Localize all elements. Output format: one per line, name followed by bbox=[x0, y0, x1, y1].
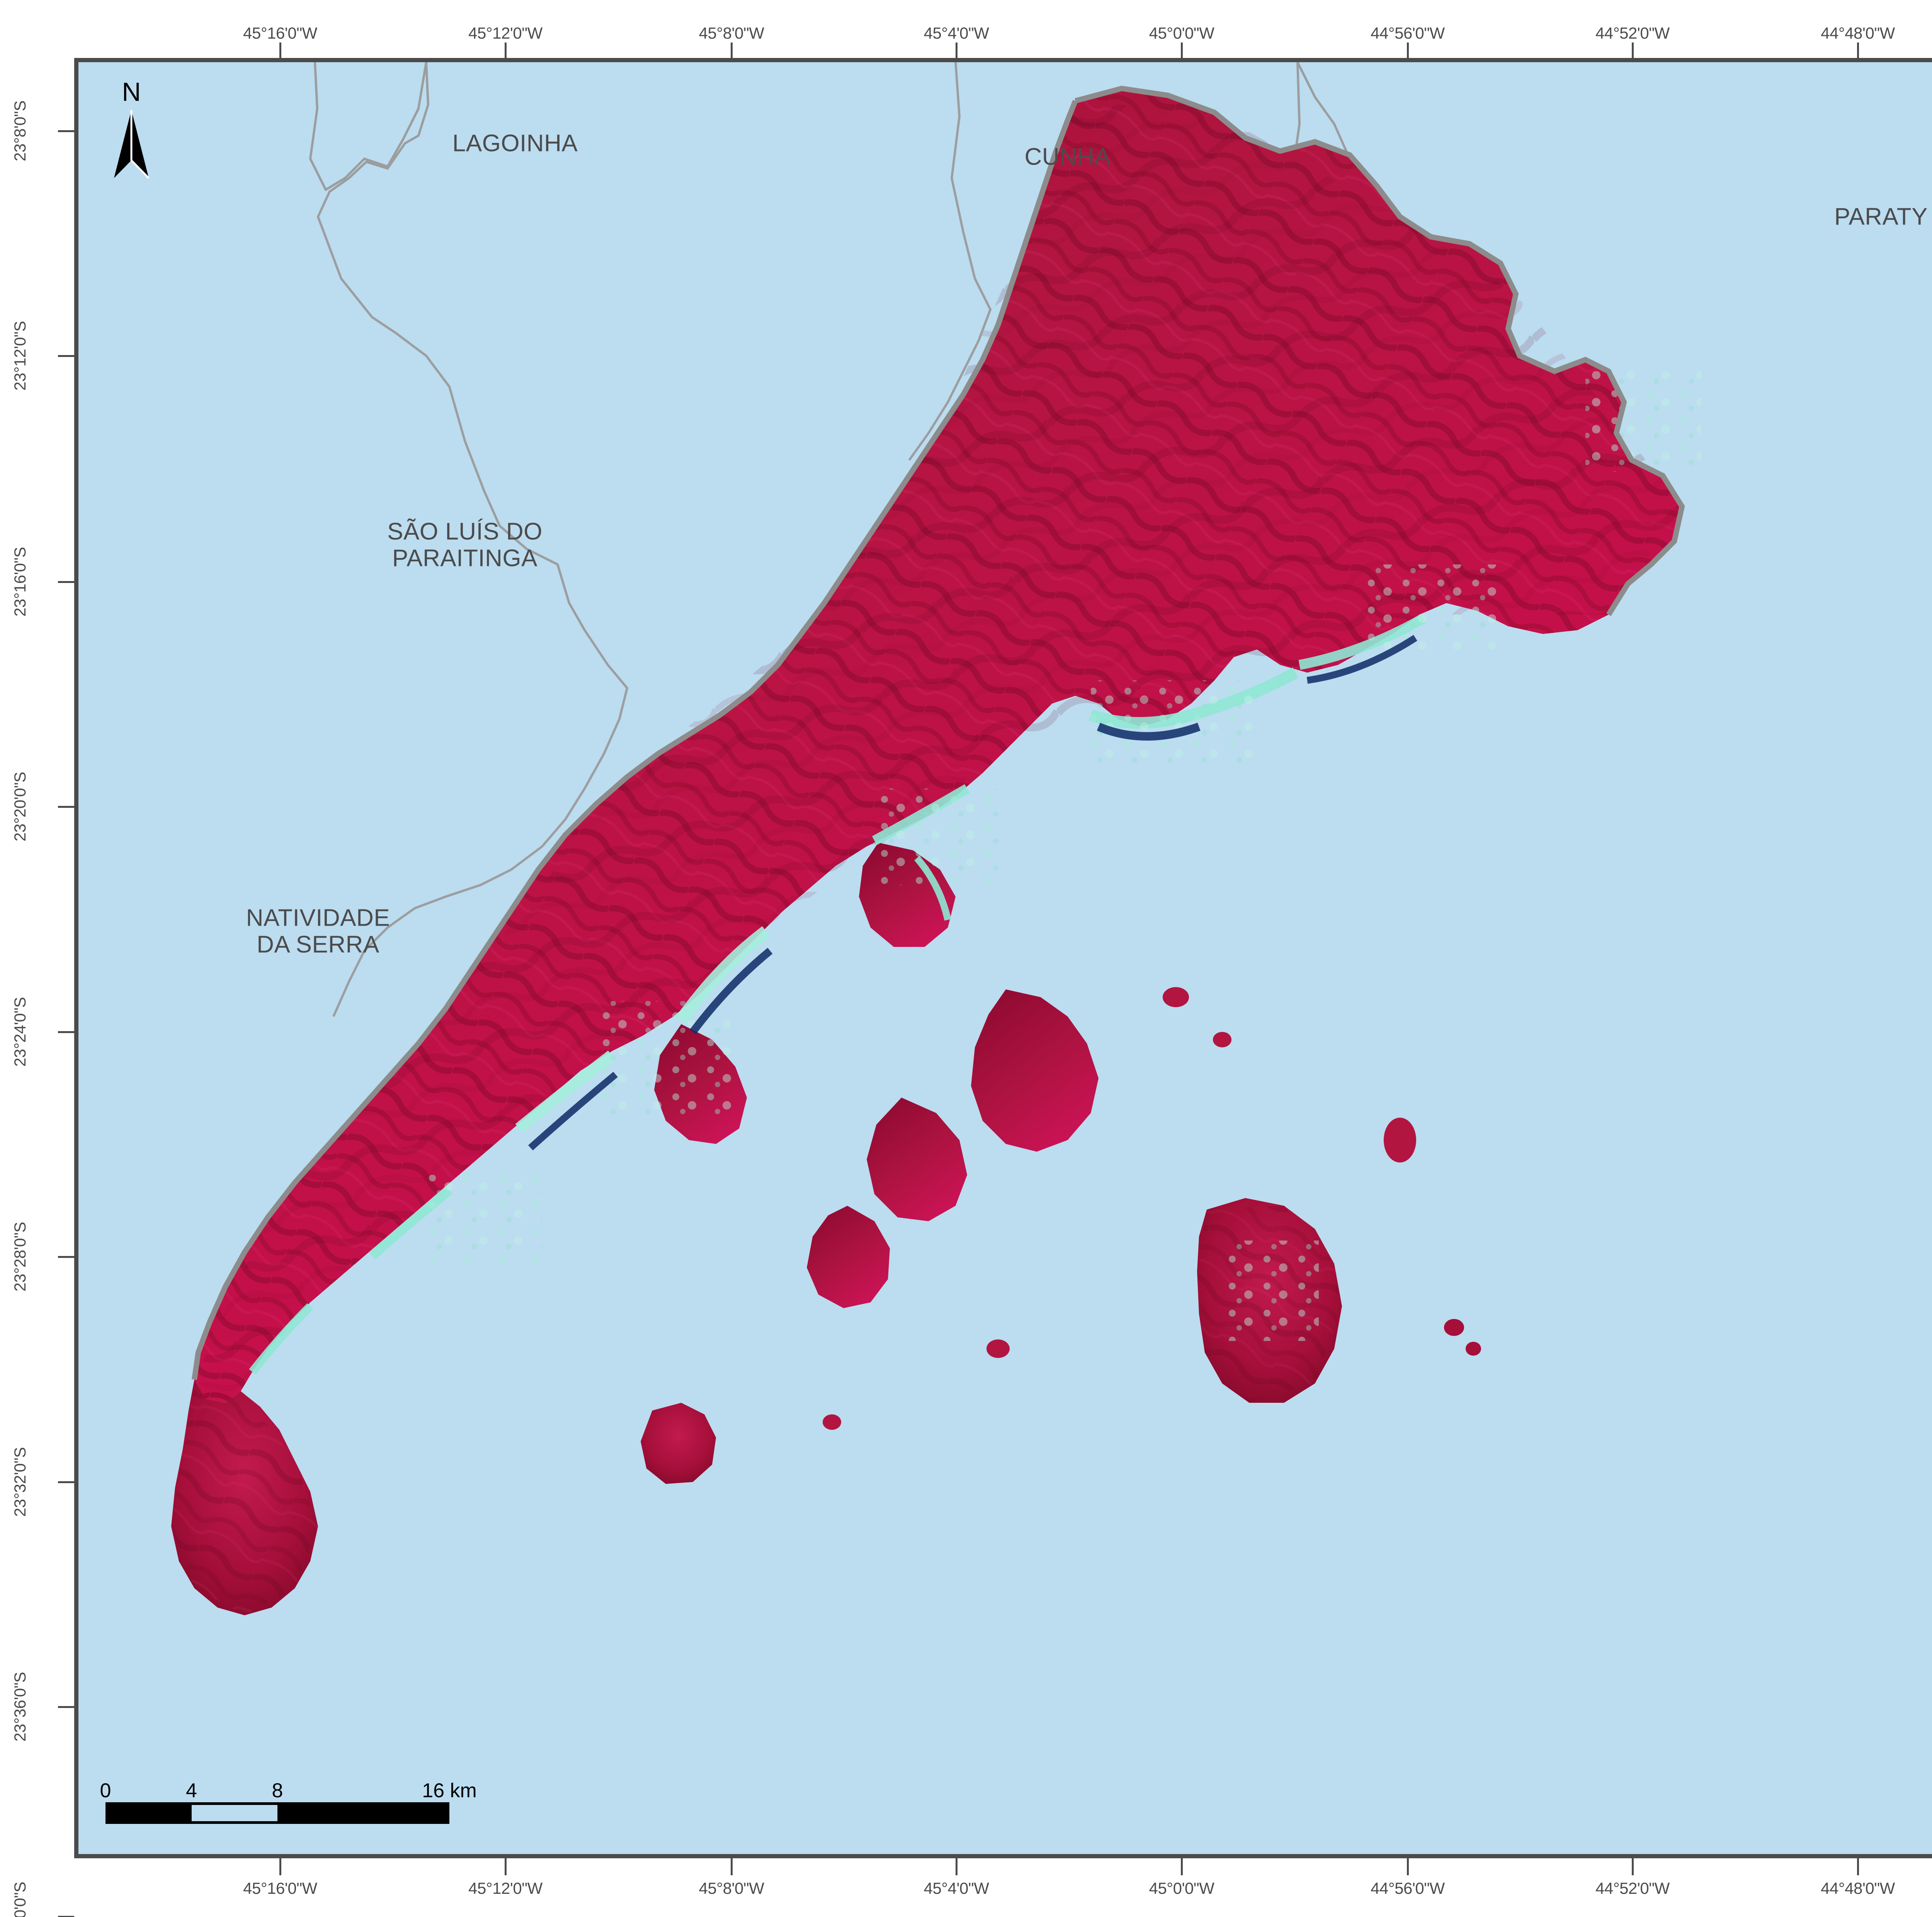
latitude-tick-left-6 bbox=[58, 1481, 74, 1483]
latitude-tick-left-2 bbox=[58, 581, 74, 583]
latitude-tick-left-0 bbox=[58, 130, 74, 132]
scale-bar-label-3: 16 km bbox=[422, 1779, 477, 1802]
latitude-label-2: 23°16'0"S bbox=[11, 547, 29, 617]
latitude-tick-left-5 bbox=[58, 1256, 74, 1258]
longitude-label-bottom-3: 45°4'0"W bbox=[923, 1879, 989, 1897]
longitude-tick-bottom-1 bbox=[505, 1858, 507, 1875]
latitude-tick-left-1 bbox=[58, 355, 74, 357]
longitude-tick-top-5 bbox=[1407, 42, 1409, 58]
main-map-frame[interactable]: LAGOINHA CUNHA PARATY SÃO LUÍS DO PARAITING… bbox=[74, 58, 1932, 1858]
longitude-label-top-7: 44°48'0"W bbox=[1821, 24, 1895, 42]
longitude-label-top-0: 45°16'0"W bbox=[243, 24, 317, 42]
latitude-label-8: 23°40'0"S bbox=[11, 1881, 29, 1917]
north-arrow-label: N bbox=[122, 77, 141, 107]
scale-bar-labels: 0 4 8 16 km bbox=[100, 1778, 477, 1802]
scale-bar-graphic bbox=[105, 1802, 449, 1824]
longitude-tick-top-6 bbox=[1632, 42, 1634, 58]
longitude-tick-top-3 bbox=[956, 42, 957, 58]
neighbour-label-4: NATIVIDADE DA SERRA bbox=[246, 904, 390, 958]
neighbour-label-2: PARATY bbox=[1834, 203, 1928, 230]
latitude-label-7: 23°36'0"S bbox=[11, 1672, 29, 1742]
longitude-tick-top-4 bbox=[1181, 42, 1183, 58]
longitude-tick-bottom-5 bbox=[1407, 1858, 1409, 1875]
longitude-tick-top-2 bbox=[731, 42, 733, 58]
longitude-tick-bottom-7 bbox=[1857, 1858, 1859, 1875]
longitude-label-top-5: 44°56'0"W bbox=[1371, 24, 1445, 42]
neighbour-label-3: SÃO LUÍS DO PARAITINGA bbox=[387, 518, 543, 572]
satellite-mosaic bbox=[78, 62, 1932, 1854]
longitude-label-bottom-7: 44°48'0"W bbox=[1821, 1879, 1895, 1897]
longitude-label-top-4: 45°0'0"W bbox=[1149, 24, 1214, 42]
latitude-label-5: 23°28'0"S bbox=[11, 1222, 29, 1292]
latitude-tick-left-8 bbox=[58, 1916, 74, 1917]
scale-bar: 0 4 8 16 km bbox=[100, 1778, 477, 1824]
latitude-tick-left-7 bbox=[58, 1706, 74, 1708]
longitude-label-top-1: 45°12'0"W bbox=[468, 24, 543, 42]
longitude-tick-bottom-6 bbox=[1632, 1858, 1634, 1875]
longitude-label-top-6: 44°52'0"W bbox=[1595, 24, 1670, 42]
neighbour-label-1: CUNHA bbox=[1024, 143, 1111, 170]
latitude-tick-left-3 bbox=[58, 806, 74, 808]
longitude-tick-top-0 bbox=[279, 42, 281, 58]
longitude-label-top-2: 45°8'0"W bbox=[699, 24, 764, 42]
longitude-tick-bottom-0 bbox=[279, 1858, 281, 1875]
scale-bar-label-1: 4 bbox=[186, 1779, 197, 1802]
latitude-label-4: 23°24'0"S bbox=[11, 997, 29, 1067]
latitude-label-0: 23°8'0"S bbox=[11, 100, 29, 161]
longitude-label-bottom-1: 45°12'0"W bbox=[468, 1879, 543, 1897]
longitude-tick-bottom-4 bbox=[1181, 1858, 1183, 1875]
neighbour-label-0: LAGOINHA bbox=[452, 130, 578, 157]
scale-bar-label-2: 8 bbox=[272, 1779, 283, 1802]
longitude-label-bottom-0: 45°16'0"W bbox=[243, 1879, 317, 1897]
longitude-label-bottom-6: 44°52'0"W bbox=[1595, 1879, 1670, 1897]
longitude-label-bottom-4: 45°0'0"W bbox=[1149, 1879, 1214, 1897]
longitude-label-bottom-2: 45°8'0"W bbox=[699, 1879, 764, 1897]
latitude-tick-left-4 bbox=[58, 1031, 74, 1033]
north-arrow: N bbox=[102, 77, 160, 179]
longitude-tick-top-7 bbox=[1857, 42, 1859, 58]
longitude-tick-top-1 bbox=[505, 42, 507, 58]
longitude-label-top-3: 45°4'0"W bbox=[923, 24, 989, 42]
longitude-tick-bottom-3 bbox=[956, 1858, 957, 1875]
latitude-label-3: 23°20'0"S bbox=[11, 772, 29, 842]
longitude-tick-bottom-2 bbox=[731, 1858, 733, 1875]
latitude-label-1: 23°12'0"S bbox=[11, 321, 29, 391]
latitude-label-6: 23°32'0"S bbox=[11, 1447, 29, 1517]
longitude-label-bottom-5: 44°56'0"W bbox=[1371, 1879, 1445, 1897]
scale-bar-label-0: 0 bbox=[100, 1779, 111, 1802]
